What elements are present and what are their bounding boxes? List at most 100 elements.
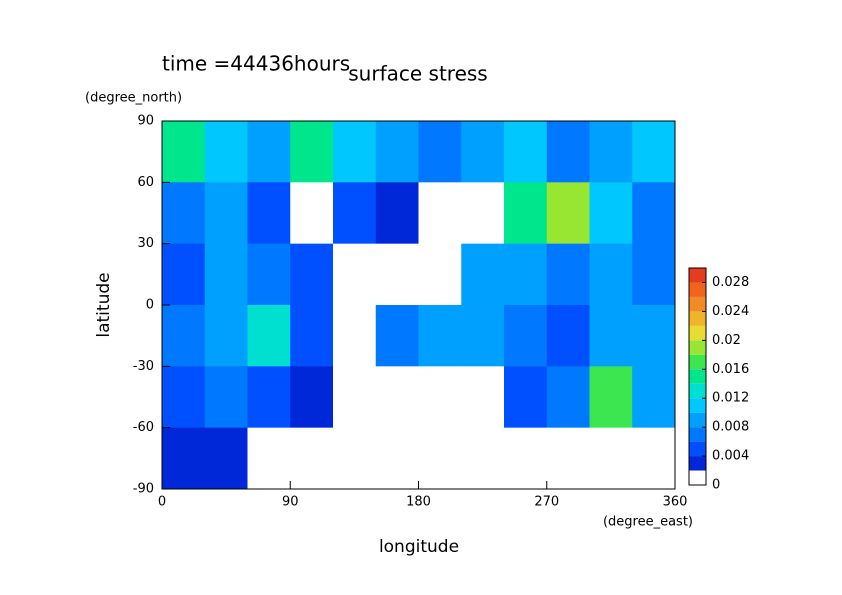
contour-cell bbox=[546, 427, 590, 490]
contour-cell bbox=[632, 305, 676, 367]
contour-cell bbox=[418, 121, 462, 183]
contour-cell bbox=[290, 121, 334, 183]
colorbar-tick-label: 0.024 bbox=[712, 304, 749, 319]
colorbar-band bbox=[689, 369, 706, 384]
contour-cell bbox=[375, 121, 419, 183]
contour-cell bbox=[162, 182, 206, 245]
contour-cell bbox=[504, 182, 548, 245]
contour-cell bbox=[461, 243, 505, 306]
contour-cell bbox=[162, 305, 206, 367]
contour-cell bbox=[375, 366, 419, 429]
contour-cell bbox=[418, 427, 462, 490]
colorbar-tick-label: 0.004 bbox=[712, 449, 749, 464]
contour-cell bbox=[290, 182, 334, 245]
colorbar-band bbox=[689, 441, 706, 457]
x-units: (degree_east) bbox=[603, 515, 693, 530]
contour-cell bbox=[589, 182, 633, 245]
contour-cell bbox=[375, 427, 419, 490]
contour-cell bbox=[504, 243, 548, 306]
chart-title: surface stress bbox=[348, 62, 487, 86]
contour-cell bbox=[375, 182, 419, 245]
contour-cell bbox=[418, 243, 462, 306]
colorbar-band bbox=[689, 470, 706, 485]
contour-cell bbox=[589, 305, 633, 367]
contour-cell bbox=[504, 366, 548, 429]
contour-cell bbox=[247, 305, 291, 367]
contour-cell bbox=[247, 182, 291, 245]
contour-cell bbox=[546, 243, 590, 306]
contour-cell bbox=[504, 427, 548, 490]
colorbar-tick-label: 0.028 bbox=[712, 275, 749, 290]
contour-cell bbox=[632, 182, 676, 245]
contour-cell bbox=[589, 243, 633, 306]
subtitle: time =44436hours bbox=[162, 52, 350, 76]
contour-cell bbox=[333, 366, 377, 429]
colorbar-band bbox=[689, 412, 706, 428]
y-tick-label: 0 bbox=[146, 298, 154, 313]
contour-cell bbox=[461, 427, 505, 490]
colorbar-band bbox=[689, 354, 706, 370]
y-tick-label: 60 bbox=[137, 175, 154, 190]
contour-cell bbox=[333, 182, 377, 245]
y-axis-label: latitude bbox=[94, 272, 114, 337]
contour-cell bbox=[204, 243, 248, 306]
x-tick-label: 90 bbox=[282, 495, 299, 510]
colorbar-band bbox=[689, 296, 706, 312]
contour-cell bbox=[162, 427, 206, 490]
contour-cell bbox=[333, 305, 377, 367]
contour-cell bbox=[375, 305, 419, 367]
contour-cell bbox=[204, 305, 248, 367]
contour-cell bbox=[418, 366, 462, 429]
contour-cell bbox=[247, 121, 291, 183]
contour-cell bbox=[546, 305, 590, 367]
colorbar-band bbox=[689, 340, 706, 355]
y-tick-label: -30 bbox=[133, 359, 154, 374]
colorbar-band bbox=[689, 427, 706, 442]
contour-cell bbox=[546, 182, 590, 245]
contour-cell bbox=[461, 305, 505, 367]
y-tick-label: -90 bbox=[133, 482, 154, 497]
contour-cell bbox=[290, 366, 334, 429]
contour-cell bbox=[290, 427, 334, 490]
contour-cell bbox=[589, 366, 633, 429]
colorbar-tick-label: 0.016 bbox=[712, 362, 749, 377]
colorbar-band bbox=[689, 456, 706, 471]
x-tick-label: 0 bbox=[158, 495, 166, 510]
contour-cell bbox=[461, 366, 505, 429]
contour-cell bbox=[162, 366, 206, 429]
contour-cell bbox=[632, 243, 676, 306]
contour-cell bbox=[632, 121, 676, 183]
contour-cell bbox=[333, 427, 377, 490]
contour-cell bbox=[375, 243, 419, 306]
x-tick-label: 360 bbox=[663, 495, 688, 510]
y-tick-label: 30 bbox=[137, 236, 154, 251]
colorbar-tick-label: 0.02 bbox=[712, 333, 741, 348]
contour-cell bbox=[589, 121, 633, 183]
x-tick-label: 270 bbox=[534, 495, 559, 510]
contour-cell bbox=[204, 121, 248, 183]
contour-cell bbox=[204, 182, 248, 245]
colorbar-band bbox=[689, 268, 706, 283]
contour-cell bbox=[162, 121, 206, 183]
contour-cell bbox=[162, 243, 206, 306]
contour-cell bbox=[589, 427, 633, 490]
contour-cell bbox=[418, 305, 462, 367]
colorbar-tick-label: 0.012 bbox=[712, 391, 749, 406]
contour-cell bbox=[632, 427, 676, 490]
contour-cell bbox=[632, 366, 676, 429]
contour-cell bbox=[461, 121, 505, 183]
colorbar-band bbox=[689, 398, 706, 413]
contour-cell bbox=[333, 121, 377, 183]
contour-cell bbox=[247, 427, 291, 490]
colorbar-frame bbox=[688, 267, 707, 486]
contour-cell bbox=[290, 305, 334, 367]
contour-cell bbox=[333, 243, 377, 306]
x-axis-label: longitude bbox=[379, 537, 459, 557]
contour-cell bbox=[546, 366, 590, 429]
contour-cell bbox=[504, 305, 548, 367]
contour-cell bbox=[418, 182, 462, 245]
colorbar-tick-label: 0.008 bbox=[712, 420, 749, 435]
contour-cell bbox=[204, 427, 248, 490]
colorbar-band bbox=[689, 311, 706, 326]
